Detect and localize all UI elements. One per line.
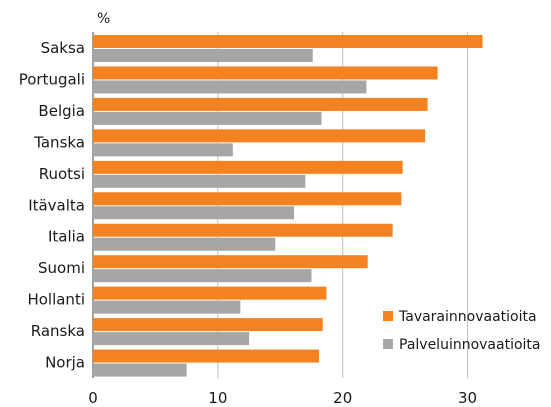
category-label: Belgia <box>38 102 85 120</box>
bar-palveluinnovaatioita <box>93 49 313 62</box>
bar-tavarainnovaatioita <box>93 192 402 206</box>
bar-tavarainnovaatioita <box>93 160 403 174</box>
bar-palveluinnovaatioita <box>93 111 322 125</box>
bar-tavarainnovaatioita <box>93 223 393 237</box>
category-label: Hollanti <box>27 291 85 309</box>
x-tick-label: 10 <box>208 389 227 407</box>
bar-tavarainnovaatioita <box>93 97 428 111</box>
category-label: Ruotsi <box>39 165 85 183</box>
bar-palveluinnovaatioita <box>93 80 367 94</box>
bar-palveluinnovaatioita <box>93 332 250 346</box>
category-label: Itävalta <box>28 196 85 214</box>
legend-label: Tavarainnovaatioita <box>398 309 537 325</box>
bar-palveluinnovaatioita <box>93 237 276 251</box>
legend-swatch-palveluinnovaatioita <box>383 339 393 349</box>
bar-palveluinnovaatioita <box>93 143 233 157</box>
bar-tavarainnovaatioita <box>93 286 327 300</box>
category-label: Tanska <box>33 133 85 151</box>
category-label: Portugali <box>19 70 85 88</box>
category-label: Saksa <box>41 39 85 57</box>
unit-label: % <box>97 11 110 27</box>
x-tick-labels: 0 10 20 30 <box>88 389 477 407</box>
legend-swatch-tavarainnovaatioita <box>383 311 393 321</box>
bar-palveluinnovaatioita <box>93 300 241 314</box>
category-label: Suomi <box>38 259 85 277</box>
category-label: Italia <box>48 228 85 246</box>
bar-tavarainnovaatioita <box>93 255 368 269</box>
bar-tavarainnovaatioita <box>93 66 438 80</box>
legend-label: Palveluinnovaatioita <box>399 337 541 353</box>
bar-tavarainnovaatioita <box>93 35 483 48</box>
bar-palveluinnovaatioita <box>93 206 295 220</box>
bar-palveluinnovaatioita <box>93 269 312 283</box>
category-label: Ranska <box>31 322 85 340</box>
category-labels: Saksa Portugali Belgia Tanska Ruotsi Itävalta… <box>19 39 85 372</box>
x-tick-label: 30 <box>458 389 477 407</box>
category-label: Norja <box>45 354 85 372</box>
bar-tavarainnovaatioita <box>93 129 426 143</box>
bars <box>93 35 483 377</box>
bar-tavarainnovaatioita <box>93 349 319 363</box>
bar-tavarainnovaatioita <box>93 318 323 332</box>
bar-palveluinnovaatioita <box>93 363 187 377</box>
legend: Tavarainnovaatioita Palveluinnovaatioita <box>383 309 541 353</box>
x-tick-label: 20 <box>333 389 352 407</box>
bar-palveluinnovaatioita <box>93 174 306 188</box>
x-tick-label: 0 <box>88 389 98 407</box>
